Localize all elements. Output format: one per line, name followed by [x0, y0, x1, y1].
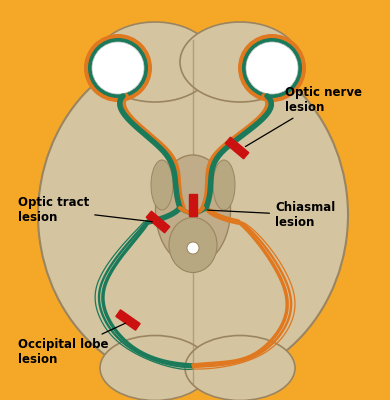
Circle shape — [242, 38, 302, 98]
Circle shape — [246, 42, 298, 94]
Circle shape — [187, 242, 199, 254]
Polygon shape — [225, 137, 249, 159]
Text: Occipital lobe
lesion: Occipital lobe lesion — [18, 323, 126, 366]
Ellipse shape — [95, 22, 215, 102]
Ellipse shape — [156, 155, 230, 265]
Text: Chiasmal
lesion: Chiasmal lesion — [208, 201, 335, 229]
Ellipse shape — [151, 160, 173, 210]
Ellipse shape — [38, 45, 348, 385]
Ellipse shape — [180, 22, 300, 102]
Text: Optic tract
lesion: Optic tract lesion — [18, 196, 152, 224]
Text: Optic nerve
lesion: Optic nerve lesion — [245, 86, 362, 146]
Polygon shape — [189, 194, 197, 216]
Circle shape — [92, 42, 144, 94]
Ellipse shape — [100, 336, 210, 400]
Circle shape — [88, 38, 148, 98]
Polygon shape — [116, 310, 140, 330]
Circle shape — [238, 34, 306, 102]
Ellipse shape — [185, 336, 295, 400]
Polygon shape — [146, 211, 170, 233]
Ellipse shape — [213, 160, 235, 210]
Ellipse shape — [169, 218, 217, 272]
Circle shape — [84, 34, 152, 102]
